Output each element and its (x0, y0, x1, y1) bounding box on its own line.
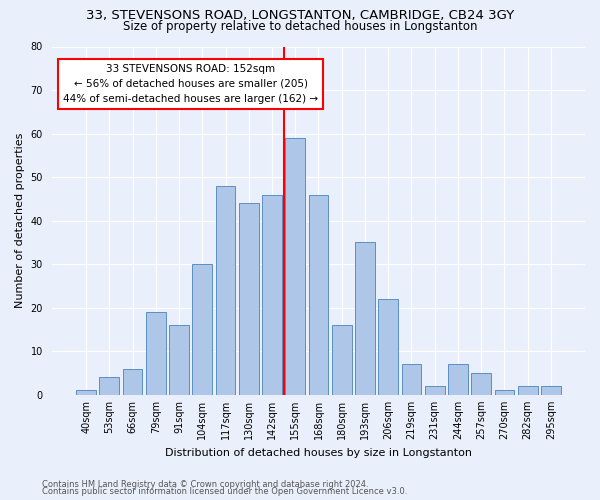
Text: Size of property relative to detached houses in Longstanton: Size of property relative to detached ho… (123, 20, 477, 33)
Bar (379, 299, 398, 395)
X-axis label: Distribution of detached houses by size in Longstanton: Distribution of detached houses by size … (165, 448, 472, 458)
Bar (332, 325, 352, 395)
Bar (193, 264, 212, 395)
Bar (425, 386, 445, 395)
Bar (401, 364, 421, 395)
Bar (169, 325, 189, 395)
Bar (355, 242, 375, 395)
Bar (518, 386, 538, 395)
Bar (286, 138, 305, 395)
Bar (100, 378, 119, 395)
Bar (471, 373, 491, 395)
Bar (262, 194, 282, 395)
Text: Contains HM Land Registry data © Crown copyright and database right 2024.: Contains HM Land Registry data © Crown c… (42, 480, 368, 489)
Y-axis label: Number of detached properties: Number of detached properties (15, 133, 25, 308)
Text: 33, STEVENSONS ROAD, LONGSTANTON, CAMBRIDGE, CB24 3GY: 33, STEVENSONS ROAD, LONGSTANTON, CAMBRI… (86, 9, 514, 22)
Bar (541, 386, 561, 395)
Bar (494, 390, 514, 395)
Bar (215, 186, 235, 395)
Bar (76, 390, 96, 395)
Text: 33 STEVENSONS ROAD: 152sqm
← 56% of detached houses are smaller (205)
44% of sem: 33 STEVENSONS ROAD: 152sqm ← 56% of deta… (63, 64, 318, 104)
Bar (146, 312, 166, 395)
Bar (308, 194, 328, 395)
Bar (239, 203, 259, 395)
Text: Contains public sector information licensed under the Open Government Licence v3: Contains public sector information licen… (42, 487, 407, 496)
Bar (448, 364, 468, 395)
Bar (122, 368, 142, 395)
